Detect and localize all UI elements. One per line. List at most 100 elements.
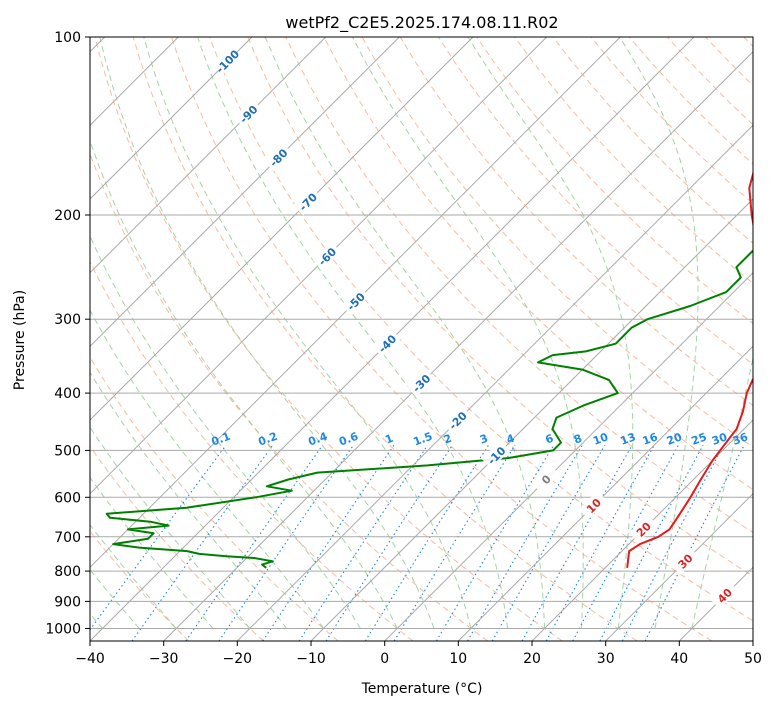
dry-adiabat: [170, 37, 712, 641]
mixing-ratio-line: [393, 444, 516, 641]
background-lines: [90, 37, 753, 641]
isotherm-label-bg: [293, 187, 322, 216]
dry-adiabat: [476, 37, 753, 325]
mixing-ratio-line: [491, 444, 606, 641]
mixing-ratio-line: [364, 444, 489, 641]
mixing-ratio-line: [599, 444, 704, 641]
x-tick-label: 20: [523, 651, 541, 667]
isotherm-label-bg: [263, 142, 293, 172]
isotherm-label-bg: [233, 99, 263, 128]
dry-adiabat: [437, 37, 753, 365]
isotherm-label-text: -100: [214, 47, 243, 76]
moist-adiabat: [90, 309, 324, 629]
mixing-ratio-label-text: 2: [442, 432, 454, 447]
mixing-ratio-label: 8: [572, 432, 584, 447]
mixing-ratio-line: [185, 444, 324, 641]
mixing-ratio-label: 10: [591, 430, 610, 448]
mixing-ratio-line: [325, 444, 453, 641]
x-tick-label: 40: [670, 651, 688, 667]
mixing-ratio-label: 6: [544, 432, 556, 447]
isotherm-line: [457, 345, 753, 641]
mixing-ratio-label: 0.4: [306, 430, 329, 449]
dry-adiabat: [705, 37, 753, 87]
mixing-ratio-label-text: 0.2: [256, 430, 279, 449]
isotherm-line: [90, 37, 621, 569]
y-tick-label: 700: [54, 530, 81, 546]
profile-lines: [105, 170, 753, 569]
mixing-ratio-label-text: 3: [478, 432, 490, 447]
y-tick-label: 600: [54, 490, 81, 506]
dry-adiabat: [743, 37, 753, 48]
dry-adiabat: [552, 37, 753, 244]
dewpoint-profile: [105, 249, 753, 569]
x-tick-label: 0: [380, 651, 389, 667]
isotherm-line: [531, 419, 753, 641]
mixing-ratio-label: 36: [731, 430, 750, 448]
moist-adiabat: [90, 138, 398, 629]
y-tick-label: 400: [54, 386, 81, 402]
mixing-ratio-label-text: 8: [572, 432, 584, 447]
isotherm-line: [236, 124, 753, 641]
isotherm-line: [163, 50, 753, 641]
y-tick-label: 500: [54, 443, 81, 459]
mixing-ratio-label: 0.6: [337, 430, 360, 449]
isotherm-label: 0: [531, 464, 560, 493]
moist-adiabat: [619, 37, 699, 629]
isotherm-label-bg: [212, 46, 241, 75]
mixing-ratio-line: [262, 444, 395, 641]
y-tick-label: 1000: [45, 622, 81, 638]
dry-adiabat: [667, 37, 753, 126]
x-tick-label: −40: [75, 651, 105, 667]
isotherm-line: [752, 640, 753, 641]
mixing-ratio-label-text: 10: [591, 430, 610, 448]
mixing-ratio-label-text: 20: [665, 430, 684, 448]
mixing-ratio-label-text: 16: [641, 430, 660, 448]
grid: [90, 37, 753, 641]
mixing-ratio-line: [467, 444, 583, 641]
mixing-ratio-label: 0.2: [256, 430, 279, 449]
moist-adiabat: [197, 37, 509, 629]
mixing-ratio-label-text: 1.5: [412, 430, 435, 449]
dry-adiabat: [323, 37, 753, 491]
mixing-ratio-label: 0.1: [210, 430, 233, 449]
isotherm-line: [678, 566, 753, 641]
dry-adiabat: [247, 37, 753, 577]
isotherm-line: [310, 198, 753, 641]
mixing-ratio-label-text: 0.6: [337, 430, 360, 449]
x-tick-label: 30: [597, 651, 615, 667]
dry-adiabat: [514, 37, 753, 284]
mixing-ratio-label: 2: [442, 432, 454, 447]
mixing-ratio-label-text: 0.4: [306, 430, 329, 449]
isotherm-line: [605, 492, 753, 641]
x-axis-title: Temperature (°C): [361, 681, 483, 697]
y-tick-label: 200: [54, 208, 81, 224]
temperature-profile: [626, 170, 753, 569]
x-tick-label: −30: [149, 651, 179, 667]
moist-adiabat: [90, 234, 361, 629]
mixing-ratio-label-text: 25: [690, 430, 709, 447]
isotherm-line: [90, 37, 327, 274]
y-axis-ticks: 100 200 300 400 500 600 700 800 900 1000: [45, 30, 90, 638]
isotherm-label-bg: [670, 546, 699, 575]
plot-frame: [89, 36, 754, 642]
dry-adiabat: [94, 37, 563, 641]
moist-adiabat: [99, 37, 435, 629]
chart-title: wetPf2_C2E5.2025.174.08.11.R02: [285, 13, 558, 33]
isotherm-label-bg: [312, 241, 341, 270]
dry-adiabat: [90, 445, 264, 641]
moist-adiabat: [90, 476, 214, 629]
mixing-ratio-line: [644, 444, 745, 641]
dry-adiabat: [132, 37, 638, 641]
mixing-ratio-label-text: 0.1: [210, 430, 233, 449]
mixing-ratio-label: 1.5: [412, 430, 435, 449]
mixing-ratio-line: [218, 444, 354, 641]
x-tick-label: 50: [744, 651, 762, 667]
mixing-ratio-label: 1: [383, 432, 395, 447]
mixing-ratio-label-text: 36: [731, 430, 750, 448]
moist-adiabat: [90, 569, 140, 629]
y-tick-label: 100: [54, 30, 81, 46]
mixing-ratio-label: 16: [641, 430, 660, 448]
mixing-ratio-label: 13: [619, 430, 638, 447]
isotherm-label-bg: [341, 286, 370, 315]
